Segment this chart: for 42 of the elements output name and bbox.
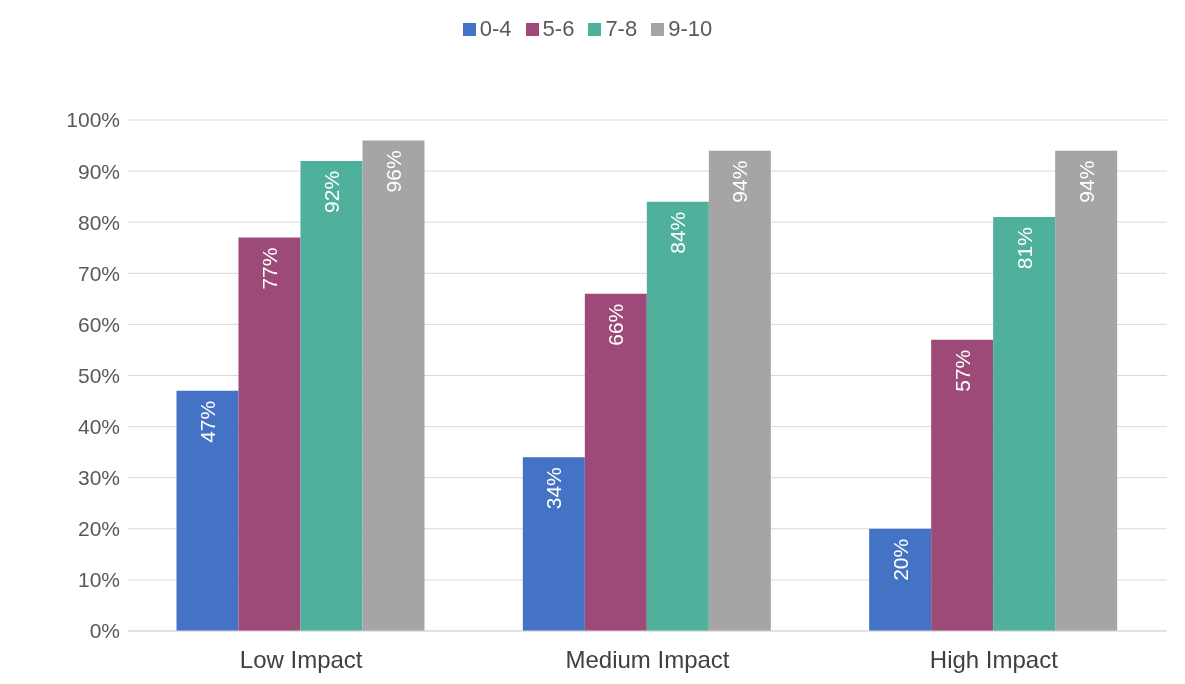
bar — [238, 237, 301, 631]
y-tick-label: 30% — [77, 466, 120, 490]
data-label: 81% — [1012, 227, 1036, 270]
data-label: 66% — [604, 303, 628, 346]
y-tick-label: 100% — [66, 108, 120, 132]
y-tick-label: 90% — [77, 159, 120, 183]
legend-label: 0-4 — [478, 16, 512, 42]
bar — [708, 150, 771, 631]
bar — [931, 339, 994, 631]
bar — [176, 390, 239, 631]
legend-label: 7-8 — [604, 16, 638, 42]
y-tick-label: 80% — [77, 210, 120, 234]
data-label: 77% — [257, 247, 281, 290]
bar — [1055, 150, 1118, 631]
data-label: 57% — [950, 349, 974, 392]
data-label: 47% — [195, 400, 219, 443]
y-tick-label: 70% — [77, 261, 120, 285]
y-tick-label: 10% — [77, 568, 120, 592]
bar — [522, 457, 585, 631]
x-tick-label: Medium Impact — [565, 646, 730, 674]
data-label: 94% — [728, 160, 752, 203]
bar — [869, 528, 932, 631]
y-tick-label: 40% — [77, 415, 120, 439]
data-label: 92% — [319, 170, 343, 213]
data-label: 20% — [888, 538, 912, 581]
y-tick-label: 20% — [77, 517, 120, 541]
data-label: 34% — [542, 467, 566, 510]
data-label: 84% — [666, 211, 690, 254]
bar — [646, 201, 709, 631]
legend-label: 5-6 — [541, 16, 575, 42]
y-tick-label: 50% — [77, 363, 120, 387]
bar — [300, 160, 363, 631]
bar — [362, 140, 425, 631]
x-tick-label: High Impact — [929, 646, 1059, 674]
y-tick-label: 60% — [77, 312, 120, 336]
bar — [584, 293, 647, 631]
bar — [993, 217, 1056, 631]
legend-label: 9-10 — [667, 16, 713, 42]
x-tick-label: Low Impact — [239, 646, 363, 674]
data-label: 96% — [381, 150, 405, 193]
data-label: 94% — [1074, 160, 1098, 203]
y-tick-label: 0% — [89, 619, 120, 643]
